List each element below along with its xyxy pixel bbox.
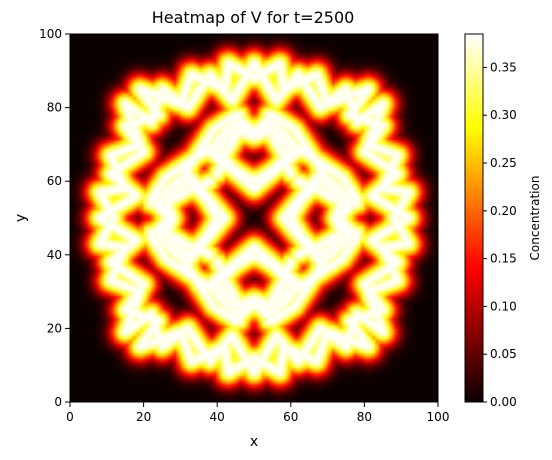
heatmap-canvas [70, 34, 438, 402]
colorbar-tick-label: 0.25 [490, 156, 517, 170]
y-tick-label: 100 [39, 27, 62, 41]
y-tick-label: 0 [54, 395, 62, 409]
plot-frame [69, 33, 439, 403]
colorbar-ticks: 0.00 0.05 0.10 0.15 0.20 0.25 0.30 0.35 [483, 60, 517, 409]
colorbar-tick-label: 0.30 [490, 108, 517, 122]
x-tick-label: 0 [66, 410, 74, 424]
x-tick-label: 20 [136, 410, 151, 424]
colorbar-tick-label: 0.00 [490, 395, 517, 409]
y-axis: 0 20 40 60 80 100 [39, 27, 70, 409]
x-tick-label: 100 [427, 410, 450, 424]
colorbar-gradient [464, 33, 484, 403]
heatmap-canvas-holder [70, 34, 438, 402]
colorbar-label: Concentration [528, 176, 542, 261]
y-tick-label: 20 [47, 321, 62, 335]
x-tick-label: 40 [210, 410, 225, 424]
colorbar-tick-label: 0.35 [490, 60, 517, 74]
colorbar-tick-label: 0.20 [490, 204, 517, 218]
chart-title: Heatmap of V for t=2500 [152, 8, 355, 27]
x-axis: 0 20 40 60 80 100 [66, 402, 449, 424]
colorbar-tick-label: 0.05 [490, 347, 517, 361]
colorbar-tick-label: 0.10 [490, 299, 517, 313]
heatmap-area [69, 33, 439, 403]
colorbar-tick-label: 0.15 [490, 252, 517, 266]
colorbar: 0.00 0.05 0.10 0.15 0.20 0.25 0.30 0.35 Concent… [464, 33, 542, 409]
y-axis-label: y [13, 214, 29, 222]
x-axis-label: x [250, 434, 258, 450]
y-tick-label: 60 [47, 174, 62, 188]
x-tick-label: 60 [283, 410, 298, 424]
x-tick-label: 80 [357, 410, 372, 424]
y-tick-label: 40 [47, 248, 62, 262]
y-tick-label: 80 [47, 101, 62, 115]
